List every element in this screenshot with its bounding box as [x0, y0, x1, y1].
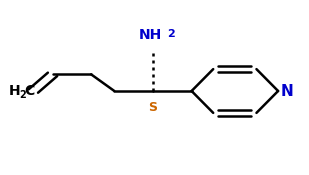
Text: H: H: [9, 84, 20, 98]
Text: N: N: [281, 83, 294, 99]
Text: C: C: [24, 84, 35, 98]
Text: 2: 2: [19, 90, 26, 100]
Text: NH: NH: [139, 28, 163, 42]
Text: S: S: [148, 101, 158, 114]
Text: 2: 2: [167, 29, 176, 39]
